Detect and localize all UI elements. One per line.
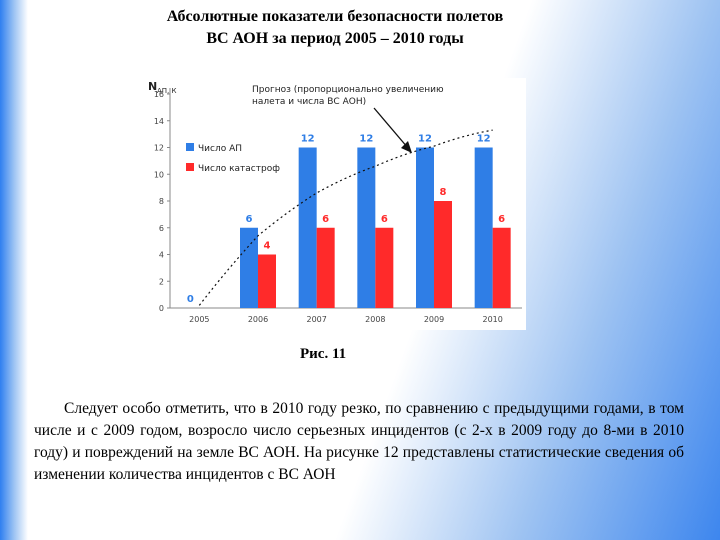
annotation-arrow-line: [373, 107, 409, 149]
y-tick-label: 12: [154, 144, 164, 153]
data-label-accidents: 12: [418, 134, 432, 145]
y-tick-label: 10: [154, 170, 164, 179]
annotation-line-2: налета и числа ВС АОН): [252, 97, 366, 107]
bar-catastrophes: [258, 254, 276, 308]
data-label-catastrophes: 4: [264, 241, 271, 252]
bar-chart: N АП, К 0 2 4 6 8 10 12 14 16 2005 0 2006 6 4 2007 12 6 200…: [148, 80, 522, 324]
body-paragraph: Следует особо отметить, что в 2010 году …: [34, 400, 684, 483]
chart-container: N АП, К 0 2 4 6 8 10 12 14 16 2005 0 2006 6 4 2007 12 6 200…: [142, 78, 526, 330]
data-label-catastrophes: 6: [381, 214, 388, 225]
data-label-catastrophes: 6: [322, 214, 329, 225]
y-tick-label: 4: [159, 251, 164, 260]
bar-accidents: [416, 147, 434, 308]
y-axis-label: N: [148, 80, 157, 93]
x-tick-label: 2005: [189, 315, 209, 324]
x-tick-label: 2009: [424, 315, 444, 324]
bar-accidents: [240, 227, 258, 308]
bar-accidents: [298, 147, 317, 308]
bar-accidents: [357, 147, 376, 308]
data-label-accidents: 12: [359, 134, 373, 145]
data-label-accidents: 0: [187, 294, 194, 305]
y-tick-label: 16: [154, 90, 164, 99]
annotation-arrow-head: [401, 141, 412, 153]
slide-title-line-1: Абсолютные показатели безопасности полет…: [166, 8, 504, 25]
legend-swatch-catastrophes: [186, 163, 194, 171]
annotation-line-1: Прогноз (пропорционально увеличению: [252, 85, 444, 95]
x-tick-label: 2010: [482, 315, 502, 324]
y-tick-label: 6: [159, 224, 164, 233]
legend-label-catastrophes: Число катастроф: [198, 164, 280, 174]
bar-catastrophes: [492, 227, 511, 308]
bar-catastrophes: [375, 227, 394, 308]
x-tick-label: 2008: [365, 315, 385, 324]
y-tick-label: 2: [159, 277, 164, 286]
bar-accidents: [474, 147, 493, 308]
legend-label-accidents: Число АП: [198, 144, 242, 154]
x-tick-label: 2006: [248, 315, 268, 324]
y-tick-label: 8: [159, 197, 164, 206]
data-label-catastrophes: 8: [440, 187, 447, 198]
legend-swatch-accidents: [186, 143, 194, 151]
slide-title-line-2: ВС АОН за период 2005 – 2010 годы: [206, 30, 464, 47]
data-label-accidents: 6: [246, 214, 253, 225]
data-label-accidents: 12: [477, 134, 491, 145]
trend-curve: [198, 129, 493, 306]
bar-catastrophes: [316, 227, 335, 308]
y-axis-label-subscript: АП, К: [157, 87, 177, 95]
data-label-catastrophes: 6: [498, 214, 505, 225]
figure-caption: Рис. 11: [300, 346, 347, 362]
y-tick-label: 0: [159, 304, 164, 313]
y-tick-label: 14: [154, 117, 164, 126]
bar-catastrophes: [434, 201, 452, 308]
data-label-accidents: 12: [301, 134, 315, 145]
x-tick-label: 2007: [306, 315, 326, 324]
